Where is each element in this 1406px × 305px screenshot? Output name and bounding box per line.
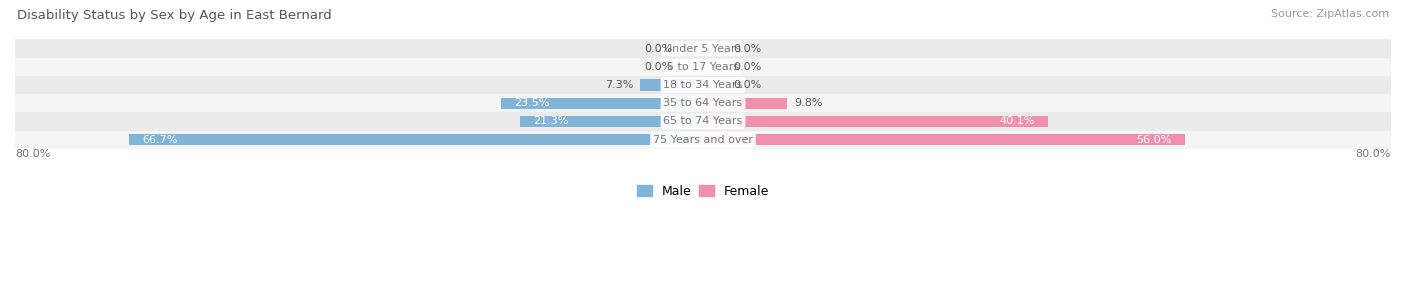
Bar — [15, 39, 1391, 58]
Text: 21.3%: 21.3% — [533, 117, 568, 127]
Text: 40.1%: 40.1% — [1000, 117, 1035, 127]
Bar — [15, 112, 1391, 131]
Bar — [703, 134, 1185, 145]
Text: 66.7%: 66.7% — [142, 135, 177, 145]
Text: Under 5 Years: Under 5 Years — [665, 44, 741, 53]
Bar — [501, 98, 703, 109]
Text: 7.3%: 7.3% — [605, 80, 633, 90]
Text: 23.5%: 23.5% — [513, 98, 550, 108]
Text: 65 to 74 Years: 65 to 74 Years — [664, 117, 742, 127]
Text: 0.0%: 0.0% — [733, 44, 762, 53]
Text: 0.0%: 0.0% — [733, 62, 762, 72]
Bar — [640, 79, 703, 91]
Bar — [703, 98, 787, 109]
Text: 0.0%: 0.0% — [733, 80, 762, 90]
Text: Disability Status by Sex by Age in East Bernard: Disability Status by Sex by Age in East … — [17, 9, 332, 22]
Text: 56.0%: 56.0% — [1136, 135, 1171, 145]
Legend: Male, Female: Male, Female — [631, 180, 775, 203]
Text: 35 to 64 Years: 35 to 64 Years — [664, 98, 742, 108]
Text: 80.0%: 80.0% — [1355, 149, 1391, 159]
Text: 0.0%: 0.0% — [644, 62, 673, 72]
Bar — [15, 76, 1391, 94]
Text: 0.0%: 0.0% — [644, 44, 673, 53]
Text: 80.0%: 80.0% — [15, 149, 51, 159]
Bar — [703, 116, 1047, 127]
Text: 75 Years and over: 75 Years and over — [652, 135, 754, 145]
Bar — [15, 131, 1391, 149]
Bar — [15, 94, 1391, 112]
Text: 18 to 34 Years: 18 to 34 Years — [664, 80, 742, 90]
Text: Source: ZipAtlas.com: Source: ZipAtlas.com — [1271, 9, 1389, 19]
Text: 5 to 17 Years: 5 to 17 Years — [666, 62, 740, 72]
Bar — [129, 134, 703, 145]
Bar — [520, 116, 703, 127]
Bar — [15, 58, 1391, 76]
Text: 9.8%: 9.8% — [794, 98, 823, 108]
